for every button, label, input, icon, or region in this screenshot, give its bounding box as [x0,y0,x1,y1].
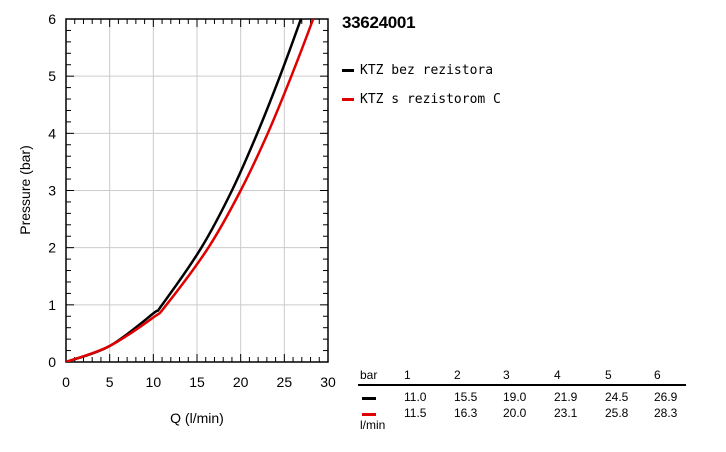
table-header-unit: bar [360,368,378,382]
x-tick-label: 30 [320,374,336,390]
legend: KTZ bez rezistora KTZ s rezistorom C [342,56,501,114]
chart-series [66,19,315,362]
x-tick-label: 15 [189,374,205,390]
y-tick-label: 5 [48,68,56,84]
table-header-cell: 4 [554,368,561,382]
table-row: 11.0 15.5 19.0 21.9 24.5 26.9 [358,390,686,406]
y-tick-label: 3 [48,183,56,199]
table-cell: 25.8 [605,406,629,420]
table-cell: 15.5 [454,390,478,404]
series-line-1 [66,19,303,362]
table-row: 11.5 16.3 20.0 23.1 25.8 28.3 [358,406,686,422]
x-axis-title: Q (l/min) [170,410,224,426]
legend-label: KTZ s rezistorom C [360,92,501,107]
pressure-flow-table: bar 1 2 3 4 5 6 11.0 15.5 19.0 21.9 24.5… [358,368,686,432]
table-header-cell: 6 [654,368,661,382]
x-tick-label: 5 [106,374,114,390]
table-unit-label: l/min [360,418,386,432]
chart-ticks: 0 5 10 15 20 25 30 0 1 2 3 4 5 6 [48,11,336,390]
table-cell: 20.0 [503,406,527,420]
table-header-cell: 1 [404,368,411,382]
x-tick-label: 20 [233,374,249,390]
x-tick-label: 0 [62,374,70,390]
table-cell: 26.9 [654,390,678,404]
y-tick-label: 4 [48,125,56,141]
legend-swatch [342,98,354,101]
series-line-2 [66,19,315,362]
table-cell: 11.5 [404,406,427,420]
table-cell: 24.5 [605,390,629,404]
x-tick-label: 25 [277,374,293,390]
table-cell: 21.9 [554,390,578,404]
legend-label: KTZ bez rezistora [360,63,494,78]
table-cell: 28.3 [654,406,678,420]
table-cell: 23.1 [554,406,578,420]
legend-swatch [342,69,354,72]
y-tick-label: 1 [48,297,56,313]
table-header-cell: 2 [454,368,461,382]
table-row-swatch [362,397,376,400]
legend-item: KTZ bez rezistora [342,56,501,85]
table-header-row: bar 1 2 3 4 5 6 [358,368,686,386]
plot-frame [65,18,329,363]
table-cell: 19.0 [503,390,527,404]
x-tick-label: 10 [146,374,162,390]
y-tick-label: 6 [48,11,56,27]
table-cell: 11.0 [404,390,427,404]
table-header-cell: 3 [503,368,510,382]
y-tick-label: 0 [48,354,56,370]
y-tick-label: 2 [48,240,56,256]
table-row-swatch [362,413,376,416]
table-cell: 16.3 [454,406,478,420]
chart-canvas: 0 5 10 15 20 25 30 0 1 2 3 4 5 6 Q (l/min) Pressure (… [17,11,336,426]
y-axis-title: Pressure (bar) [17,145,33,234]
chart-title: 33624001 [342,13,416,32]
legend-item: KTZ s rezistorom C [342,85,501,114]
chart-grid [65,18,329,363]
table-header-cell: 5 [605,368,612,382]
